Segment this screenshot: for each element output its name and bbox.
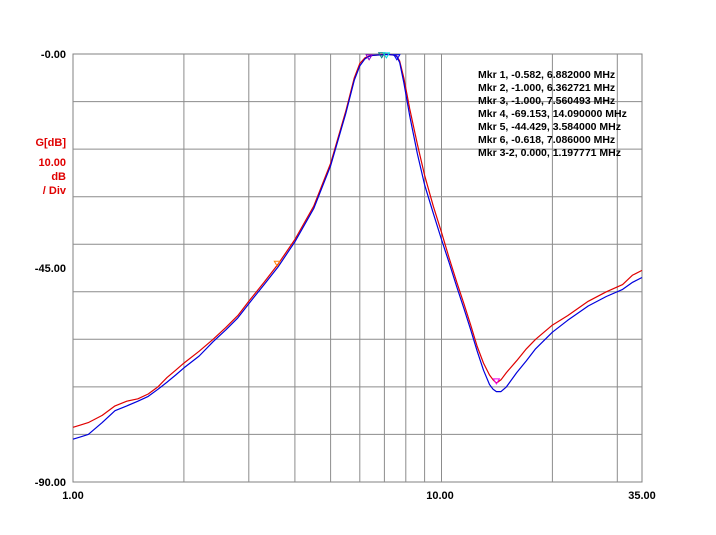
marker-symbol-5 [273,260,282,268]
marker-readout-3: Mkr 3, -1.000, 7.560493 MHz [478,95,615,107]
marker-readout-1: Mkr 1, -0.582, 6.882000 MHz [478,69,615,81]
y-unit-label: dB [51,171,66,183]
x-tick-label-left: 1.00 [62,490,83,502]
marker-symbol-4 [492,378,501,385]
marker-readout-4: Mkr 4, -69.153, 14.090000 MHz [478,108,627,120]
y-quantity-label: G[dB] [35,137,66,149]
y-tick-label-top: -0.00 [41,49,66,61]
series-line-2 [72,53,643,440]
marker-readout-delta: Mkr 3-2, 0.000, 1.197771 MHz [478,147,621,159]
grid [73,54,642,482]
y-scale-label: 10.00 [38,157,66,169]
marker-symbol-1 [377,52,386,59]
x-tick-label-center: 10.00 [426,490,454,502]
marker-readout-6: Mkr 6, -0.618, 7.086000 MHz [478,134,615,146]
plot-area [72,53,643,483]
marker-readout-2: Mkr 2, -1.000, 6.362721 MHz [478,82,615,94]
y-tick-label-bottom: -90.00 [35,477,66,489]
marker-symbol-3 [392,54,401,61]
marker-readout-5: Mkr 5, -44.429, 3.584000 MHz [478,121,621,133]
y-tick-label-mid: -45.00 [35,263,66,275]
y-per-div-label: / Div [43,185,67,197]
x-tick-label-right: 35.00 [628,490,656,502]
marker-symbol-2 [365,54,373,61]
series-group [72,53,643,440]
marker-symbols [273,52,501,385]
marker-symbol-6 [382,52,391,59]
marker-readout: Mkr 1, -0.582, 6.882000 MHz Mkr 2, -1.00… [478,69,627,159]
